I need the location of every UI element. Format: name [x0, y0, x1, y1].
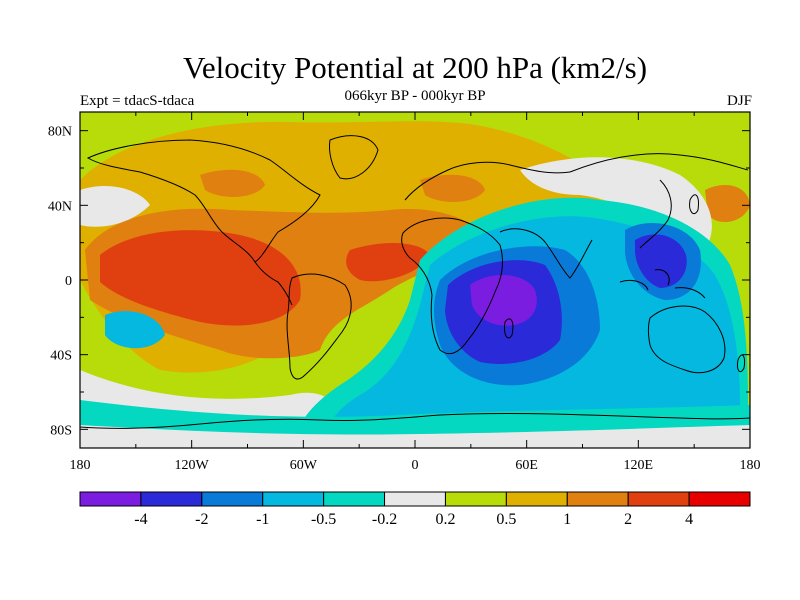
band-positive-4-atlantic	[346, 243, 430, 282]
coastline-antarctica	[80, 412, 750, 429]
lat-tick-label-0: 80N	[48, 125, 72, 140]
colorbar-label-3: -0.5	[311, 511, 336, 528]
colorbar: -4 -2 -1 -0.5 -0.2 0.2 0.5 1 2 4	[79, 491, 751, 528]
band-negative-4	[470, 274, 537, 326]
colorbar-swatch-3	[262, 491, 325, 507]
colorbar-label-1: -2	[195, 511, 208, 528]
colorbar-label-9: 4	[685, 511, 693, 528]
colorbar-swatch-6	[444, 491, 507, 507]
band-positive-2-north-pacific	[420, 174, 485, 202]
coastline-asia	[569, 153, 749, 249]
lat-tick-label-4: 80S	[50, 423, 72, 438]
coastline-arabia-india	[499, 228, 593, 279]
axis-labels: 180 120W 60W 0 60E 120E 180 80N 40N 0 40S 80S	[48, 125, 761, 473]
lat-tick-label-3: 40S	[50, 349, 72, 364]
coastline-maritime-continent	[619, 269, 706, 299]
band-negative-2-maritime	[635, 234, 687, 288]
band-positive-2-west-pacific	[705, 185, 750, 223]
map-title: Velocity Potential at 200 hPa (km2/s)	[182, 50, 648, 85]
colorbar-label-7: 1	[563, 511, 571, 528]
coastline-australia	[648, 305, 726, 374]
colorbar-label-2: -1	[256, 511, 269, 528]
band-neutral-pacific	[80, 185, 150, 227]
colorbar-label-5: 0.2	[435, 511, 455, 528]
coastline-africa	[401, 217, 503, 355]
band-neutral-antarctic	[80, 425, 750, 448]
lon-tick-label-6: 180	[740, 458, 761, 473]
colorbar-label-6: 0.5	[496, 511, 516, 528]
coastline-north-america	[86, 139, 321, 263]
colorbar-label-8: 2	[624, 511, 632, 528]
colorbar-swatch-1	[140, 491, 203, 507]
coastline-madagascar	[504, 318, 514, 339]
colorbar-label-0: -4	[134, 511, 147, 528]
band-positive-2-north-atlantic	[200, 169, 265, 197]
velocity-potential-contours	[80, 112, 750, 448]
lon-tick-label-4: 60E	[515, 458, 538, 473]
lat-tick-label-1: 40N	[48, 199, 72, 214]
colorbar-swatch-0	[79, 491, 142, 507]
axis-ticks	[79, 112, 751, 448]
colorbar-label-4: -0.2	[372, 511, 397, 528]
colorbar-swatch-9	[627, 491, 690, 507]
coastline-new-zealand	[737, 354, 745, 373]
lon-tick-label-3: 0	[412, 458, 419, 473]
band-negative-0-5-pacific	[105, 311, 165, 349]
coastlines	[80, 135, 750, 429]
colorbar-swatch-4	[323, 491, 386, 507]
colorbar-swatch-2	[201, 491, 264, 507]
lon-tick-label-2: 60W	[290, 458, 318, 473]
map-subtitle: 066kyr BP - 000kyr BP	[344, 88, 486, 104]
lat-tick-label-2: 0	[65, 274, 72, 289]
lon-tick-label-1: 120W	[175, 458, 210, 473]
coastline-south-america	[286, 273, 352, 380]
coastline-europe	[404, 161, 571, 201]
coastline-japan	[689, 194, 699, 215]
experiment-label: Expt = tdacS-tdaca	[80, 93, 195, 109]
band-positive-4-core	[100, 230, 301, 326]
colorbar-swatch-7	[505, 491, 568, 507]
colorbar-swatch-5	[384, 491, 446, 507]
coastline-greenland	[329, 135, 379, 180]
lon-tick-label-5: 120E	[624, 458, 654, 473]
season-label: DJF	[726, 93, 752, 109]
colorbar-swatch-10	[688, 491, 751, 507]
colorbar-swatch-8	[566, 491, 629, 507]
lon-tick-label-0: 180	[70, 458, 91, 473]
